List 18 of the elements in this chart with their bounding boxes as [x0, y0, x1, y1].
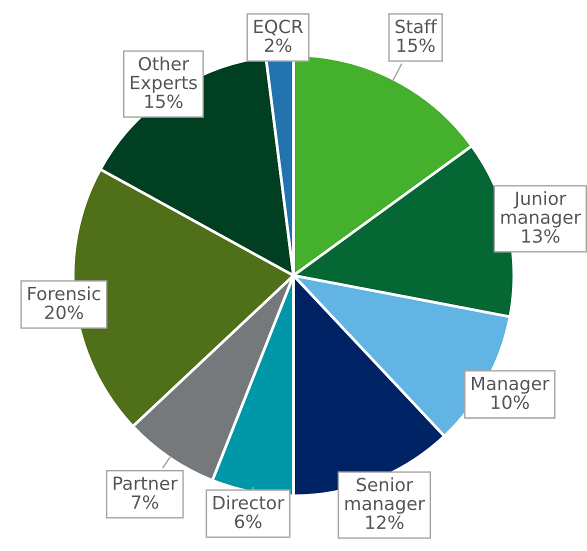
data-label: 6% — [235, 514, 262, 528]
slice-label: Manager — [472, 376, 550, 394]
data-label: 12% — [366, 515, 404, 530]
data-label: 15% — [145, 94, 182, 108]
slice-label: Senior manager — [345, 477, 425, 514]
slice-label: Other Experts — [130, 56, 197, 93]
slice-label: Forensic — [28, 286, 100, 300]
slice-label: EQCR — [254, 20, 303, 36]
slice-label: Staff — [396, 19, 438, 34]
data-label: 20% — [45, 306, 83, 320]
slice-label: Partner — [114, 476, 178, 490]
slice-label: Director — [214, 495, 284, 510]
slice-label: Junior manager — [501, 191, 581, 228]
data-label: 10% — [492, 395, 529, 410]
data-label: 2% — [265, 38, 292, 52]
data-label: 15% — [397, 38, 435, 52]
data-label: 13% — [522, 229, 560, 243]
data-label: 7% — [132, 495, 158, 509]
